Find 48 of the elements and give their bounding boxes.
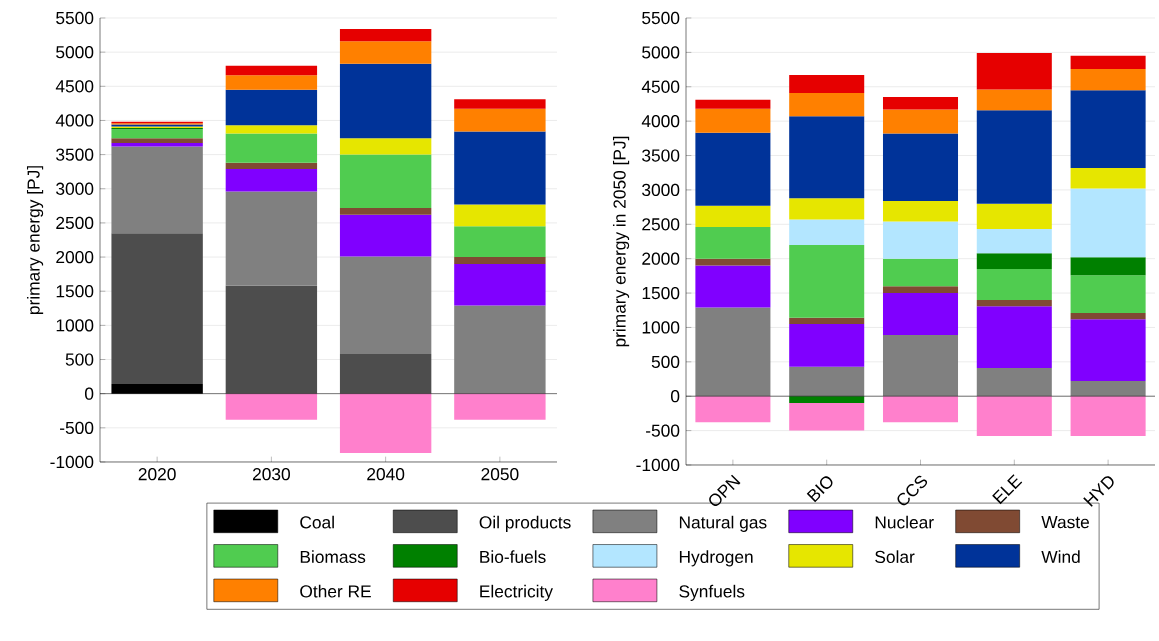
y-tick-label: 3500 (642, 149, 680, 162)
y-tick-label: -500 (60, 421, 94, 434)
legend-label: Other RE (300, 584, 371, 598)
legend-label: Solar (875, 550, 915, 564)
y-tick-label: 1500 (642, 286, 680, 300)
legend-label: Electricity (480, 584, 553, 601)
y-tick-label: 1500 (56, 285, 94, 298)
y-tick-label: 2000 (642, 252, 680, 265)
y-tick-label: 4500 (55, 80, 94, 93)
x-tick-label: 2040 (367, 468, 405, 481)
legend-label: Hydrogen (679, 550, 753, 567)
y-tick-label: 2000 (56, 250, 94, 264)
y-tick-label: 3000 (56, 182, 94, 195)
y-tick-label: 4500 (641, 80, 680, 93)
legend-label: Coal (300, 515, 334, 529)
y-tick-label: 5500 (642, 11, 680, 25)
y-tick-label: 2500 (642, 218, 680, 231)
y-tick-label: 4000 (641, 115, 680, 128)
y-tick-label: 2500 (56, 216, 94, 230)
legend-label: Wind (1041, 550, 1080, 564)
legend-label: Nuclear (875, 515, 934, 529)
y-tick-label: -500 (646, 424, 680, 437)
y-tick-label: -1000 (50, 455, 94, 469)
y-tick-label: 3500 (56, 148, 94, 161)
y-axis-title: primary energy [PJ] (26, 166, 44, 315)
y-tick-label: 5000 (642, 46, 680, 59)
x-tick-label: 2020 (138, 468, 176, 481)
y-tick-label: 500 (651, 355, 680, 368)
legend-label: Waste (1041, 516, 1089, 529)
y-tick-label: 1000 (56, 319, 94, 332)
y-tick-label: 500 (65, 353, 94, 366)
y-tick-label: 3000 (642, 183, 680, 197)
y-tick-label: 4000 (55, 114, 94, 127)
legend-label: Biomass (300, 550, 366, 564)
y-axis-title: primary energy in 2050 [PJ] (612, 136, 630, 347)
y-tick-label: 5500 (56, 11, 94, 25)
y-tick-label: 5000 (56, 46, 94, 59)
legend-label: Oil products (479, 515, 571, 532)
legend-label: Natural gas (679, 515, 767, 532)
x-tick-label: 2030 (252, 468, 290, 481)
legend-label: Synfuels (679, 584, 745, 601)
legend-label: Bio-fuels (480, 550, 546, 564)
y-tick-label: 0 (670, 390, 680, 403)
y-tick-label: -1000 (636, 458, 680, 472)
x-tick-label: 2050 (481, 468, 519, 481)
y-tick-label: 0 (85, 387, 94, 400)
x-tick-label: BIO (806, 476, 833, 503)
y-tick-label: 1000 (642, 321, 680, 334)
